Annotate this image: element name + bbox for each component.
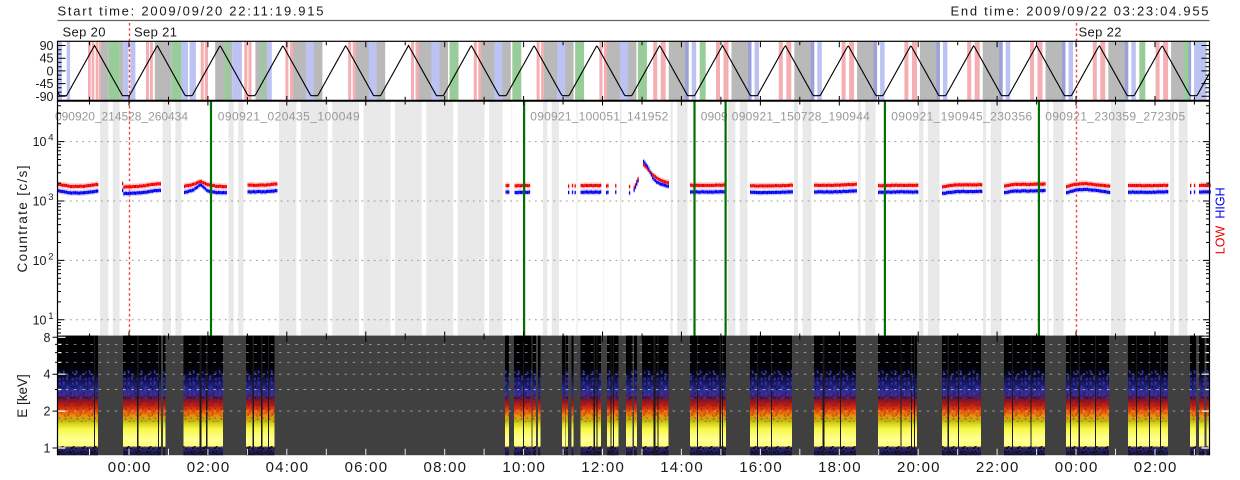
svg-text:14:00: 14:00: [660, 459, 703, 476]
svg-text:LOW: LOW: [1214, 226, 1228, 255]
svg-text:00:00: 00:00: [1055, 459, 1098, 476]
svg-text:End time: 2009/09/22 03:23:04.: End time: 2009/09/22 03:23:04.955: [951, 4, 1209, 19]
svg-text:10: 10: [33, 195, 47, 209]
svg-text:Sep 21: Sep 21: [134, 25, 177, 40]
svg-text:00:00: 00:00: [108, 459, 151, 476]
svg-text:090921_020435_100049: 090921_020435_100049: [218, 110, 360, 124]
svg-text:4: 4: [48, 133, 53, 144]
svg-text:16:00: 16:00: [739, 459, 782, 476]
svg-text:2: 2: [48, 251, 53, 262]
svg-text:090921_190945_230356: 090921_190945_230356: [891, 110, 1032, 124]
svg-text:090921_230359_272305: 090921_230359_272305: [1045, 110, 1185, 124]
svg-text:-90: -90: [35, 90, 53, 104]
svg-text:10: 10: [33, 254, 47, 268]
svg-text:0: 0: [47, 64, 54, 78]
svg-text:20:00: 20:00: [897, 459, 940, 476]
svg-text:10: 10: [33, 313, 47, 327]
svg-text:090920_214528_260434: 090920_214528_260434: [55, 110, 188, 124]
svg-text:06:00: 06:00: [345, 459, 388, 476]
svg-text:12:00: 12:00: [581, 459, 624, 476]
svg-text:2: 2: [44, 405, 51, 419]
svg-text:4: 4: [44, 368, 51, 382]
svg-text:3: 3: [48, 192, 53, 203]
svg-text:Countrate [c/s]: Countrate [c/s]: [15, 166, 30, 273]
svg-text:10: 10: [33, 135, 47, 149]
svg-text:Sep 22: Sep 22: [1079, 25, 1122, 40]
svg-text:02:00: 02:00: [1134, 459, 1177, 476]
svg-text:0909: 0909: [701, 110, 728, 124]
svg-text:E [keV]: E [keV]: [15, 374, 30, 418]
svg-text:090921_150728_190944: 090921_150728_190944: [732, 110, 870, 124]
svg-text:1: 1: [48, 311, 53, 322]
svg-text:08:00: 08:00: [424, 459, 467, 476]
svg-text:1: 1: [44, 442, 51, 456]
svg-text:04:00: 04:00: [266, 459, 309, 476]
svg-text:02:00: 02:00: [187, 459, 230, 476]
svg-text:18:00: 18:00: [818, 459, 861, 476]
svg-text:22:00: 22:00: [976, 459, 1019, 476]
svg-text:090921_100051_141952: 090921_100051_141952: [530, 110, 668, 124]
svg-text:90: 90: [40, 39, 54, 53]
svg-text:HIGH: HIGH: [1214, 187, 1228, 218]
svg-text:8: 8: [44, 331, 51, 345]
svg-text:Sep 20: Sep 20: [63, 25, 106, 40]
svg-text:-45: -45: [35, 77, 53, 91]
svg-text:10:00: 10:00: [502, 459, 545, 476]
svg-text:45: 45: [40, 52, 54, 66]
